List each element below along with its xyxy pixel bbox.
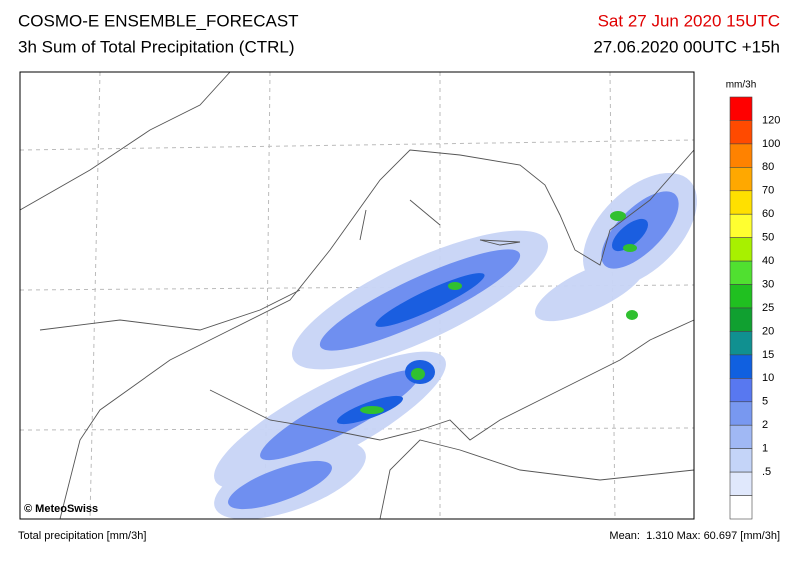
legend-label: 15 — [762, 349, 774, 361]
legend-swatch — [729, 96, 753, 121]
legend-label: 100 — [762, 138, 780, 150]
subtitle: 3h Sum of Total Precipitation (CTRL) — [18, 37, 295, 56]
run-time: 27.06.2020 00UTC +15h — [593, 37, 780, 56]
legend-label: 20 — [762, 325, 774, 337]
legend-label: 30 — [762, 278, 774, 290]
legend-label: 50 — [762, 232, 774, 244]
graticule — [19, 71, 695, 520]
legend-swatch — [729, 260, 753, 285]
legend-swatch — [729, 424, 753, 449]
legend-swatch — [729, 213, 753, 238]
legend-swatch — [729, 378, 753, 403]
legend-label: 70 — [762, 185, 774, 197]
legend: 120 100 80 70 60 50 40 30 25 20 15 10 5 2 1 .5 — [729, 96, 780, 520]
legend-label: .5 — [762, 466, 771, 478]
legend-swatch — [729, 120, 753, 145]
legend-swatch — [729, 237, 753, 262]
legend-swatch — [729, 448, 753, 473]
copyright: © MeteoSwiss — [24, 503, 98, 515]
legend-label: 10 — [762, 372, 774, 384]
legend-unit: mm/3h — [726, 80, 757, 91]
legend-swatch — [729, 190, 753, 215]
valid-time: Sat 27 Jun 2020 15UTC — [598, 11, 780, 30]
legend-swatch — [729, 284, 753, 309]
borders — [19, 71, 695, 520]
legend-swatch — [729, 401, 753, 426]
legend-swatch — [729, 307, 753, 332]
precip-intense — [360, 211, 638, 414]
legend-label: 120 — [762, 114, 780, 126]
map-frame — [19, 71, 695, 520]
footer-right: Mean: 1.310 Max: 60.697 [mm/3h] — [609, 530, 780, 542]
legend-label: 40 — [762, 255, 774, 267]
legend-label: 80 — [762, 161, 774, 173]
legend-swatch — [729, 167, 753, 192]
title: COSMO-E ENSEMBLE_FORECAST — [18, 11, 299, 30]
legend-swatch — [729, 143, 753, 168]
legend-swatch — [729, 354, 753, 379]
legend-label: 2 — [762, 419, 768, 431]
map: © MeteoSwiss — [19, 71, 698, 520]
legend-swatch — [729, 331, 753, 356]
legend-label: 5 — [762, 396, 768, 408]
legend-label: 25 — [762, 302, 774, 314]
legend-swatch — [729, 471, 753, 496]
legend-label: 1 — [762, 443, 768, 455]
footer-left: Total precipitation [mm/3h] — [18, 530, 146, 542]
legend-swatch — [729, 495, 753, 520]
legend-label: 60 — [762, 208, 774, 220]
